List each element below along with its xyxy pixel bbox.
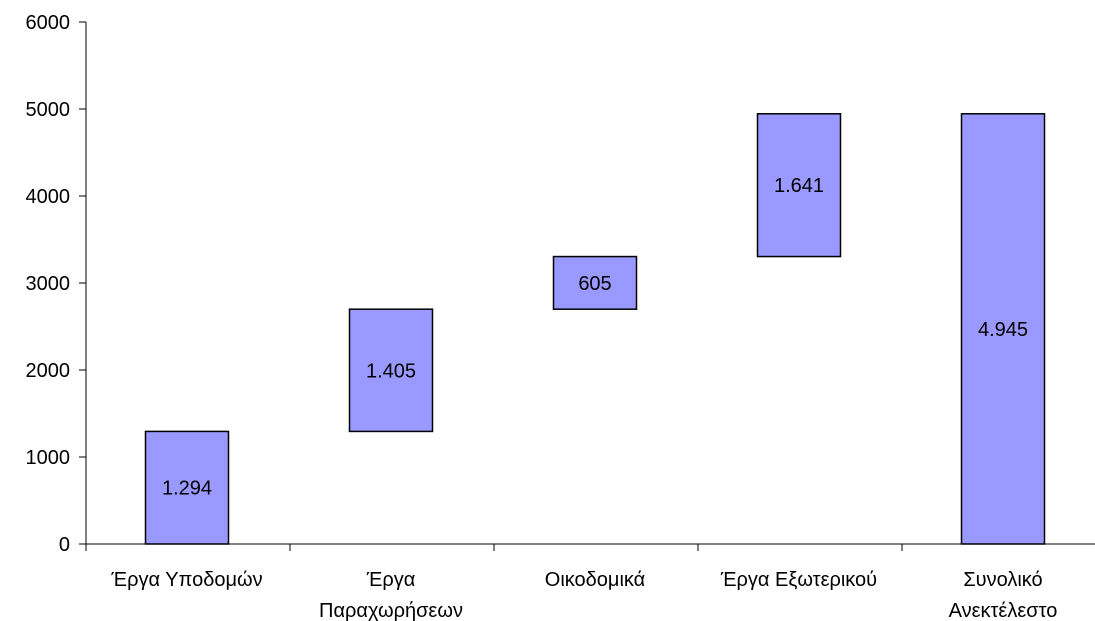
bar: [960, 113, 1046, 545]
x-category-label-line: Οικοδομικά: [545, 569, 645, 591]
x-category-label-line: Συνολικό: [963, 569, 1042, 591]
y-tick-label: 2000: [26, 360, 71, 382]
data-label: 1.294: [162, 478, 212, 500]
y-tick-label: 3000: [26, 273, 71, 295]
bar: [144, 430, 230, 545]
x-ticks-group: [85, 544, 903, 551]
data-label: 1.641: [774, 175, 824, 197]
y-ticks-group: 0 1000 2000 3000 4000 5000 6000: [26, 12, 86, 556]
x-category-label-line: Ανεκτέλεστο: [949, 600, 1058, 621]
category-labels-group: Έργα Υποδομών Έργα Παραχωρήσεων Οικοδομικά Έ…: [110, 569, 1057, 621]
x-category-label: Οικοδομικά: [545, 569, 645, 591]
y-tick-label: 0: [59, 534, 70, 556]
bars-group: [144, 113, 1046, 545]
y-tick-label: 5000: [26, 99, 71, 121]
y-tick-label: 4000: [26, 186, 71, 208]
data-label: 605: [578, 273, 611, 295]
x-category-label-line: Έργα Υποδομών: [110, 569, 262, 591]
x-category-label: Έργα Εξωτερικού: [720, 569, 877, 591]
y-tick-label: 1000: [26, 447, 71, 469]
bar: [348, 308, 434, 433]
x-category-label: Συνολικό Ανεκτέλεστο: [949, 569, 1058, 621]
x-category-label-line: Έργα: [366, 569, 416, 591]
data-labels-group: 1.294 1.405 605 1.641 4.945: [162, 175, 1028, 500]
x-category-label-line: Έργα Εξωτερικού: [720, 569, 877, 591]
bar: [552, 255, 638, 310]
x-category-label-line: Παραχωρήσεων: [319, 600, 463, 621]
data-label: 1.405: [366, 360, 416, 382]
bar: [756, 113, 842, 258]
x-category-label: Έργα Υποδομών: [110, 569, 262, 591]
x-category-label: Έργα Παραχωρήσεων: [319, 569, 463, 621]
data-label: 4.945: [978, 319, 1028, 341]
y-tick-label: 6000: [26, 12, 71, 34]
